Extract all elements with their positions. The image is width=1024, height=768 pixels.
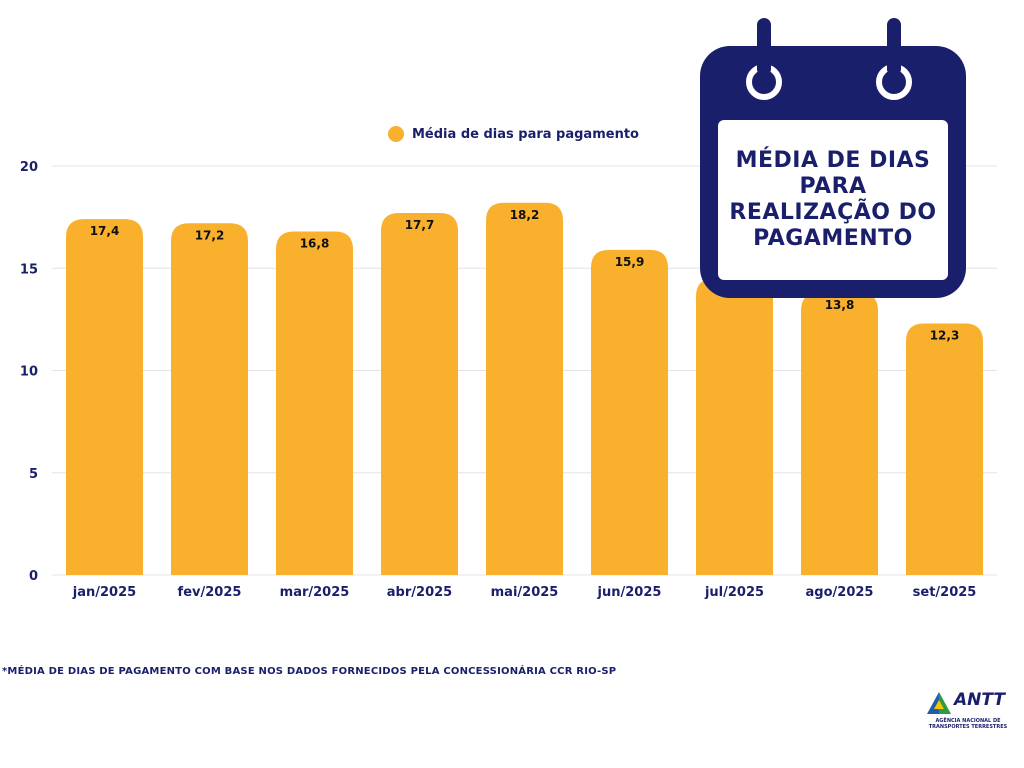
x-tick-label: jan/2025 <box>72 585 136 600</box>
x-tick-label: abr/2025 <box>387 585 452 600</box>
x-tick-label: jul/2025 <box>704 585 764 600</box>
logo-triangle-green <box>939 692 951 714</box>
y-tick-label: 5 <box>29 467 38 482</box>
logo-name: ANTT <box>954 690 1005 710</box>
bar-mai-2025 <box>486 202 563 575</box>
calendar-title: MÉDIA DE DIAS PARA REALIZAÇÃO DO PAGAMEN… <box>729 148 937 251</box>
y-tick-label: 20 <box>20 160 38 175</box>
calendar-post-left <box>757 18 771 76</box>
antt-logo-icon <box>927 692 951 714</box>
x-tick-label: set/2025 <box>913 585 977 600</box>
bar-value-label: 15,9 <box>615 255 645 269</box>
logo-triangle-yellow <box>934 700 944 709</box>
bar-fev-2025 <box>171 223 248 575</box>
bar-mar-2025 <box>276 231 353 575</box>
bar-jun-2025 <box>591 249 668 575</box>
calendar-graphic: MÉDIA DE DIAS PARA REALIZAÇÃO DO PAGAMEN… <box>700 18 966 298</box>
bar-value-label: 17,2 <box>195 228 225 242</box>
y-tick-label: 0 <box>29 569 38 584</box>
calendar-post-right <box>887 18 901 76</box>
logo-subtitle: AGÊNCIA NACIONAL DE TRANSPORTES TERRESTR… <box>928 718 1008 730</box>
y-tick-label: 15 <box>20 262 38 277</box>
y-axis-ticks: 0 5 10 15 20 <box>20 160 38 584</box>
bar-value-label: 16,8 <box>300 236 330 250</box>
x-tick-label: mar/2025 <box>280 585 350 600</box>
bars <box>66 202 983 576</box>
bar-value-label: 17,7 <box>405 218 435 232</box>
y-tick-label: 10 <box>20 365 38 380</box>
bar-ago-2025 <box>801 292 878 575</box>
bar-value-label: 12,3 <box>930 328 960 342</box>
bar-set-2025 <box>906 323 983 575</box>
bar-value-label: 13,8 <box>825 298 855 312</box>
legend-swatch <box>388 126 404 142</box>
x-tick-label: mai/2025 <box>491 585 559 600</box>
antt-logo: ANTT AGÊNCIA NACIONAL DE TRANSPORTES TER… <box>926 690 1010 734</box>
x-tick-label: fev/2025 <box>178 585 242 600</box>
logo-triangle-blue <box>927 692 939 714</box>
bar-abr-2025 <box>381 213 458 575</box>
legend-label: Média de dias para pagamento <box>412 126 639 142</box>
footnote: *MÉDIA DE DIAS DE PAGAMENTO COM BASE NOS… <box>2 666 617 677</box>
legend: Média de dias para pagamento <box>388 126 639 142</box>
x-tick-label: ago/2025 <box>806 585 874 600</box>
x-axis-ticks: jan/2025 fev/2025 mar/2025 abr/2025 mai/2025… <box>72 585 977 600</box>
bar-jan-2025 <box>66 219 143 576</box>
bar-jul-2025 <box>696 278 773 575</box>
bar-value-label: 18,2 <box>510 208 540 222</box>
calendar-page: MÉDIA DE DIAS PARA REALIZAÇÃO DO PAGAMEN… <box>718 120 948 280</box>
bar-value-label: 17,4 <box>90 224 120 238</box>
x-tick-label: jun/2025 <box>597 585 662 600</box>
